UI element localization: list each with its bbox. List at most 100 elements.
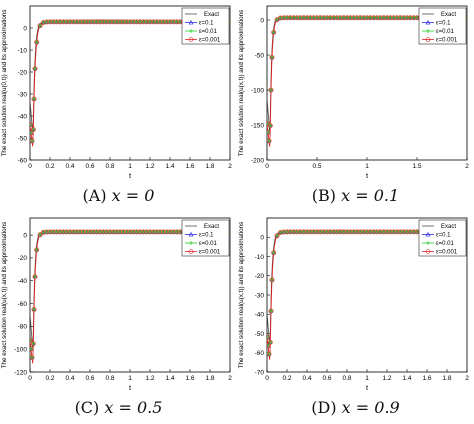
x-tick-label: 1.2: [382, 375, 391, 382]
data-point-eps-001: [30, 338, 32, 342]
x-tick-label: 0.5: [312, 163, 321, 170]
legend-label: ε=0.01: [436, 241, 455, 247]
y-axis-label: The exact solution real(u(0,t)) and its …: [1, 10, 8, 157]
y-tick-label: 0: [260, 235, 264, 242]
y-tick-label: -50: [255, 52, 265, 59]
x-axis-label: t: [129, 383, 132, 392]
legend-label: ε=0.1: [199, 21, 214, 27]
caption-b-expr: x = 0.1: [341, 186, 400, 205]
legend-label: ε=0.1: [199, 233, 214, 239]
y-axis-label: The exact solution real(u(x,t)) and its …: [238, 222, 245, 369]
x-tick-label: 0: [265, 163, 269, 170]
x-tick-label: 1: [128, 375, 132, 382]
x-tick-label: 0.8: [342, 375, 351, 382]
x-tick-label: 0.8: [105, 375, 114, 382]
x-tick-label: 1.2: [145, 375, 154, 382]
data-point-eps-001: [268, 124, 272, 128]
x-tick-label: 0.4: [65, 375, 74, 382]
data-point-eps-001: [267, 335, 269, 339]
data-point-eps-001: [31, 342, 35, 346]
data-point-eps-001: [30, 356, 34, 359]
caption-b: (B) x = 0.1: [237, 186, 474, 205]
y-tick-label: -120: [14, 369, 27, 376]
data-point-eps-001: [31, 128, 35, 131]
plot-area: [267, 15, 467, 147]
x-tick-label: 0.4: [302, 375, 311, 382]
y-tick-label: -30: [18, 91, 28, 98]
caption-c: (C) x = 0.5: [0, 398, 237, 417]
y-tick-label: -20: [255, 273, 265, 280]
chart-a: 0 0.2 0.4 0.6 0.8 1 1.2 1.4 1.6 1.8 2 -60 -50 -40 -30 -…: [1, 5, 232, 180]
x-tick-label: 1.4: [165, 375, 174, 382]
chart-d: 0 0.2 0.4 0.6 0.8 1 1.2 1.4 1.6 1.8 2 -70 -60 -50 -40 -…: [238, 217, 469, 392]
data-point-eps-001: [41, 21, 45, 24]
legend-label: ε=0.001: [199, 250, 221, 256]
y-tick-label: -100: [251, 87, 264, 94]
caption-b-label: (B): [311, 186, 337, 205]
data-point-eps-001: [270, 56, 274, 59]
legend-label: ε=0.01: [199, 241, 218, 247]
y-tick-label: -80: [18, 324, 28, 331]
x-axis-label: t: [366, 383, 369, 392]
x-tick-label: 1.6: [185, 375, 194, 382]
legend-marker: [189, 241, 193, 245]
data-point-eps-001: [267, 344, 270, 348]
legend-marker: [188, 231, 194, 237]
y-tick-label: -20: [18, 69, 28, 76]
caption-d-expr: x = 0.9: [341, 398, 400, 417]
legend-label: ε=0.01: [199, 29, 218, 35]
x-tick-label: 0.2: [282, 375, 291, 382]
legend-label: Exact: [204, 12, 219, 18]
x-tick-label: 0.2: [45, 163, 54, 170]
caption-c-expr: x = 0.5: [104, 398, 163, 417]
x-tick-label: 0.6: [85, 163, 94, 170]
x-tick-label: 0.4: [65, 163, 74, 170]
data-point-eps-001: [278, 231, 282, 235]
data-point-eps-001: [275, 234, 279, 238]
y-tick-label: 0: [260, 17, 264, 24]
y-tick-label: -200: [251, 157, 264, 164]
y-tick-label: -10: [255, 254, 265, 261]
data-point-eps-001: [269, 88, 273, 92]
chart-c: 0 0.2 0.4 0.6 0.8 1 1.2 1.4 1.6 1.8 2 -120 -100 -80 -6…: [1, 217, 232, 392]
legend-marker: [188, 37, 194, 42]
x-axis-label: t: [366, 171, 369, 180]
caption-d-label: (D): [311, 398, 337, 417]
legend-marker: [425, 37, 431, 42]
x-tick-label: 1.8: [442, 375, 451, 382]
x-tick-label: 0: [28, 163, 32, 170]
data-point-eps-001: [32, 308, 36, 311]
x-axis-label: t: [129, 171, 132, 180]
x-tick-label: 1: [365, 163, 369, 170]
y-tick-label: -40: [18, 113, 28, 120]
x-tick-label: 1.4: [165, 163, 174, 170]
y-tick-label: -70: [255, 369, 265, 376]
data-point-eps-001: [267, 130, 270, 134]
data-point-eps-001: [30, 139, 34, 143]
panel-b: 0 0.5 1 1.5 2 -200 -150 -100 -50 0 t The exact solu…: [237, 0, 474, 212]
caption-a-expr: x = 0: [111, 186, 155, 205]
x-tick-label: 2: [465, 163, 469, 170]
data-point-eps-001: [269, 309, 273, 313]
y-tick-label: 0: [23, 25, 27, 32]
data-point-eps-001: [30, 347, 33, 351]
y-tick-label: -60: [255, 350, 265, 357]
legend-marker: [425, 249, 431, 254]
data-point-eps-001: [267, 122, 269, 125]
legend-marker: [426, 29, 430, 33]
data-point-eps-001: [32, 97, 36, 101]
data-point-eps-001: [35, 40, 39, 44]
y-tick-label: -10: [18, 47, 28, 54]
legend-label: ε=0.001: [436, 250, 458, 256]
caption-a-label: (A): [82, 186, 107, 205]
y-tick-label: -50: [255, 331, 265, 338]
x-tick-label: 1.5: [412, 163, 421, 170]
x-tick-label: 1: [365, 375, 369, 382]
x-tick-label: 1.2: [145, 163, 154, 170]
x-tick-label: 0.8: [105, 163, 114, 170]
legend-marker: [188, 19, 194, 25]
legend-label: Exact: [204, 224, 219, 230]
x-tick-label: 0.6: [322, 375, 331, 382]
legend-label: ε=0.001: [199, 38, 221, 44]
legend-marker: [426, 241, 430, 245]
